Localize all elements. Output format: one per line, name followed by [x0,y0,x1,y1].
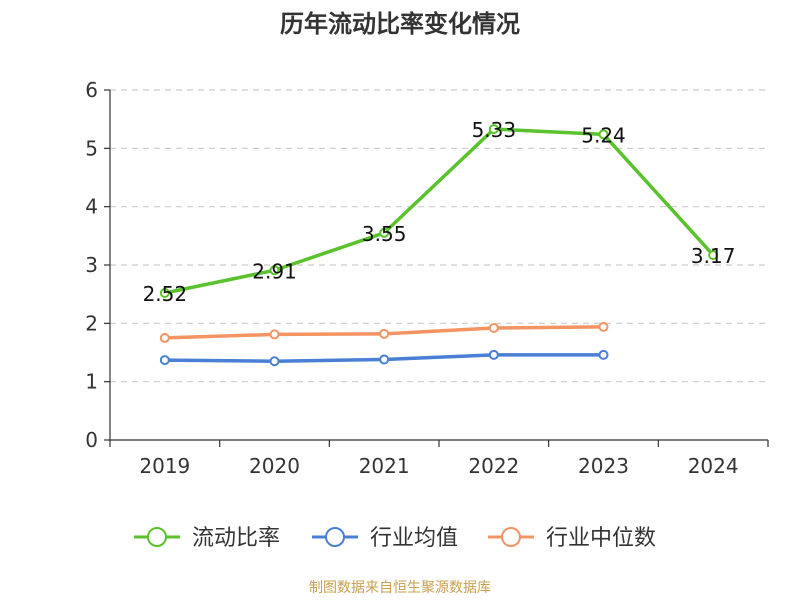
chart-title: 历年流动比率变化情况 [280,10,520,38]
source-note: 制图数据来自恒生聚源数据库 [309,580,491,596]
data-point [269,356,280,367]
legend-label: 流动比率 [192,526,280,551]
axes: 0 1 2 3 4 5 6 2019 2020 2021 2022 2023 2024 [85,78,769,478]
data-labels: 2.52 2.91 3.55 5.33 5.24 3.17 [143,118,736,306]
data-point [598,321,609,332]
y-tick-label: 1 [85,370,98,394]
y-tick-label: 5 [85,136,98,160]
data-point [598,129,609,140]
y-tick-label: 2 [85,311,98,335]
x-tick-label: 2019 [139,454,190,478]
series-lines [159,124,719,367]
data-point [488,323,499,333]
x-tick-label: 2022 [468,454,519,478]
data-label: 2.52 [143,282,188,306]
data-label: 2.91 [252,259,297,283]
series-line-0 [164,127,715,295]
data-point [159,355,170,366]
data-label: 3.55 [362,222,407,246]
legend: 流动比率 行业均值 行业中位数 [134,526,656,551]
data-point [379,328,390,339]
legend-swatch-marker [147,527,167,547]
y-tick-label: 0 [85,428,98,452]
data-label: 5.24 [581,123,626,147]
x-tick-label: 2023 [578,454,629,478]
data-point [269,265,280,276]
y-tick-label: 4 [85,195,98,219]
data-point [159,288,170,298]
data-point [488,124,499,135]
data-point [379,354,390,365]
data-point [269,329,280,340]
x-tick-label: 2024 [688,454,739,478]
x-tick-label: 2021 [359,454,410,478]
x-tick-label: 2020 [249,454,300,478]
legend-swatch-marker [325,527,345,547]
data-point [379,227,390,238]
data-point [488,349,499,360]
y-tick-label: 3 [85,253,98,277]
data-label: 3.17 [691,244,736,268]
y-tick-label: 6 [85,78,98,102]
data-label: 5.33 [472,118,517,142]
data-point [159,332,170,343]
legend-swatch-marker [501,527,521,547]
legend-label: 行业均值 [370,526,458,551]
data-point [598,349,609,360]
data-point [708,250,719,261]
legend-label: 行业中位数 [546,526,656,551]
